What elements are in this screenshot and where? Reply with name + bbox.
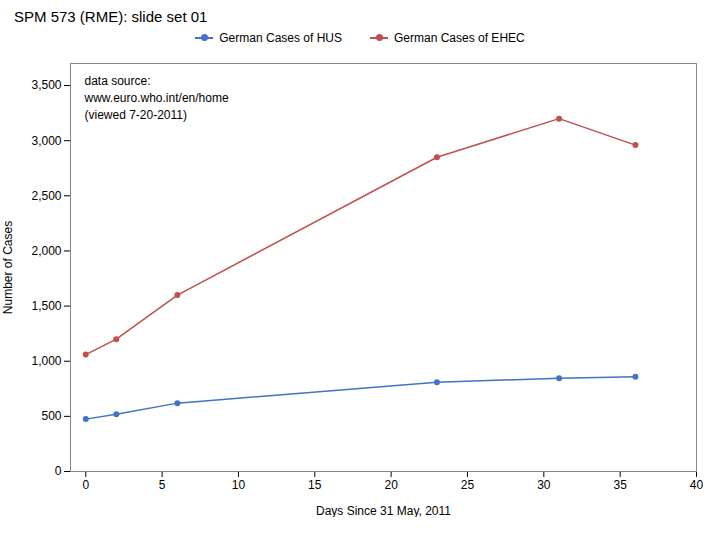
- svg-text:40: 40: [690, 478, 704, 492]
- html-text:SPM 573 (RME): slide set 01: SPM 573 (RME): slide set 01: [14, 8, 208, 25]
- svg-text:0: 0: [82, 478, 89, 492]
- html-text:German Cases of HUS: German Cases of HUS: [219, 31, 342, 45]
- svg-text:30: 30: [537, 478, 551, 492]
- svg-text:data source:www.euro.who.int/e: data source:www.euro.who.int/en/home(vie…: [84, 74, 229, 122]
- svg-text:2,500: 2,500: [31, 189, 61, 203]
- svg-text:15: 15: [308, 478, 322, 492]
- svg-text:Number of Cases: Number of Cases: [1, 221, 15, 314]
- svg-text:0: 0: [55, 464, 62, 478]
- svg-text:1,500: 1,500: [31, 299, 61, 313]
- svg-text:500: 500: [41, 409, 61, 423]
- svg-text:20: 20: [384, 478, 398, 492]
- svg-text:1,000: 1,000: [31, 354, 61, 368]
- svg-text:3,500: 3,500: [31, 78, 61, 92]
- svg-text:2,000: 2,000: [31, 244, 61, 258]
- svg-text:25: 25: [461, 478, 475, 492]
- svg-text:3,000: 3,000: [31, 134, 61, 148]
- html-text:German Cases of EHEC: German Cases of EHEC: [394, 31, 525, 45]
- svg-text:35: 35: [613, 478, 627, 492]
- svg-text:5: 5: [159, 478, 166, 492]
- svg-text:Days Since 31 May, 2011: Days Since 31 May, 2011: [316, 504, 451, 518]
- svg-text:10: 10: [232, 478, 246, 492]
